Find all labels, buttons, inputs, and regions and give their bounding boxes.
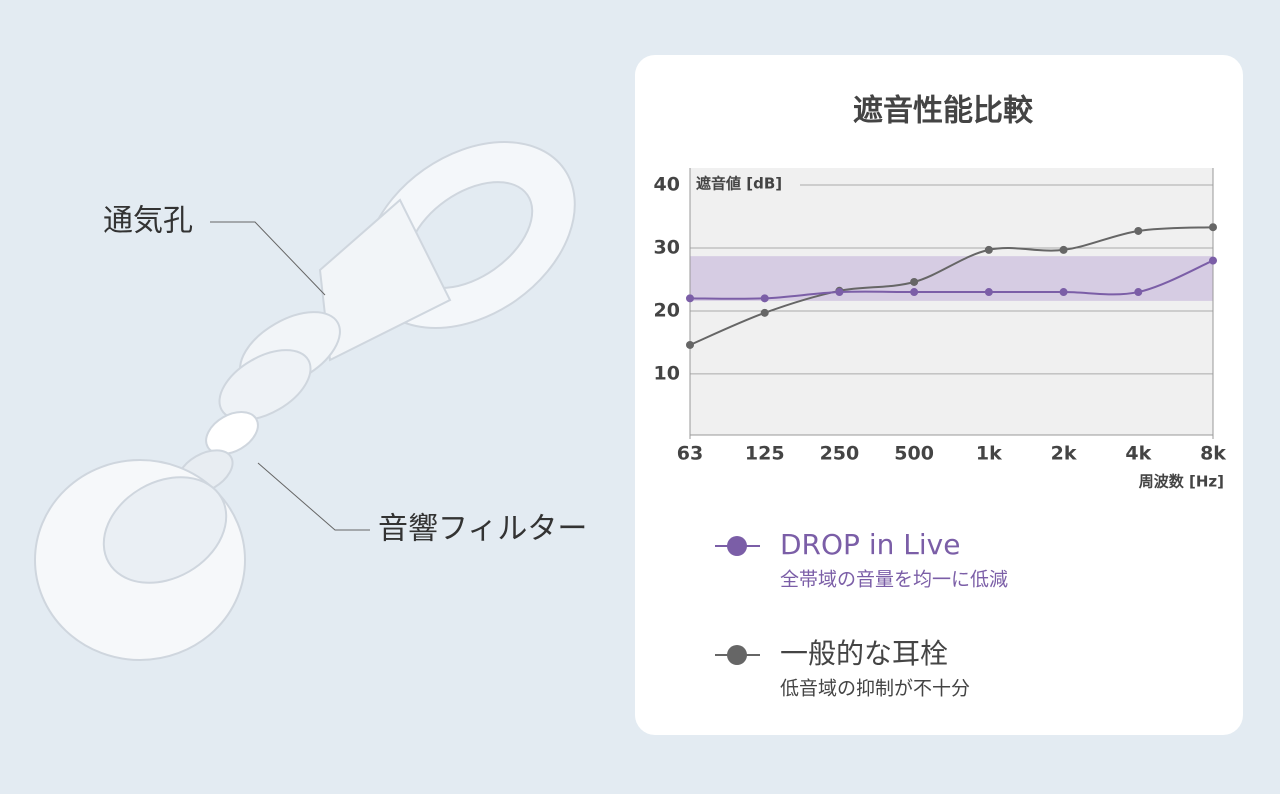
data-point	[760, 294, 769, 303]
legend-name: 一般的な耳栓	[780, 637, 948, 670]
vent-label: 通気孔	[103, 204, 193, 239]
data-point	[686, 340, 694, 349]
x-tick-label: 4k	[1125, 443, 1151, 465]
y-axis-label: 遮音値 [dB]	[696, 175, 782, 193]
x-tick-label: 125	[745, 443, 785, 465]
chart-title: 遮音性能比較	[853, 94, 1034, 129]
filter-label: 音響フィルター	[378, 512, 587, 547]
data-point	[1134, 288, 1143, 297]
data-point	[1209, 223, 1217, 232]
legend-description: 全帯域の音量を均一に低減	[780, 569, 1008, 591]
data-point	[1059, 245, 1068, 254]
x-axis-label: 周波数 [Hz]	[1139, 473, 1224, 491]
data-point	[835, 288, 844, 297]
y-tick-label: 30	[654, 236, 680, 258]
x-tick-label: 2k	[1051, 443, 1077, 465]
vent-leader	[210, 221, 326, 296]
legend-description: 低音域の抑制が不十分	[780, 678, 970, 700]
data-point	[984, 288, 993, 297]
x-tick-label: 8k	[1200, 443, 1226, 465]
data-point	[1209, 256, 1217, 265]
x-tick-label: 1k	[976, 443, 1002, 465]
filter-leader	[257, 462, 370, 531]
legend-marker	[727, 645, 747, 665]
plot-area	[690, 168, 1213, 435]
data-point	[910, 277, 919, 286]
data-point	[984, 245, 993, 254]
data-point	[1134, 226, 1143, 235]
data-point	[686, 294, 694, 303]
target-band	[690, 256, 1213, 301]
product-illustration	[34, 141, 576, 661]
x-tick-label: 63	[677, 443, 703, 465]
data-point	[760, 308, 769, 317]
data-point	[1059, 288, 1068, 297]
y-tick-label: 20	[654, 299, 680, 321]
data-point	[910, 288, 919, 297]
legend-marker	[727, 536, 747, 556]
y-tick-label: 40	[654, 174, 680, 196]
y-tick-label: 10	[654, 362, 680, 384]
x-tick-label: 250	[820, 443, 860, 465]
x-tick-label: 500	[894, 443, 934, 465]
legend-name: DROP in Live	[780, 528, 960, 561]
